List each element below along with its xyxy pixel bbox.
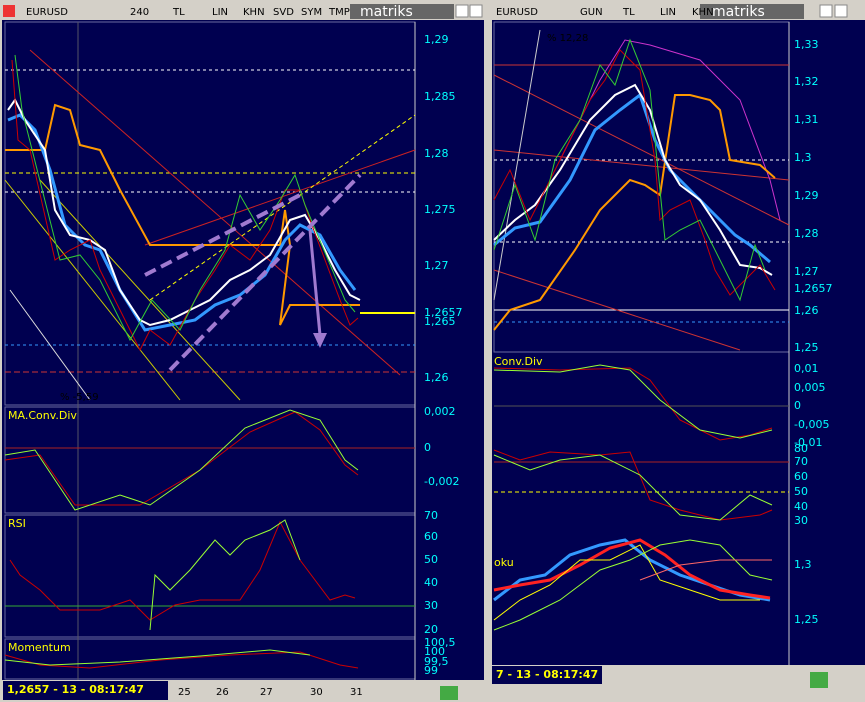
price-axis-label: 1,285 <box>424 90 456 103</box>
momentum-axis-label: 99,5 <box>424 655 449 668</box>
status-box <box>492 666 602 684</box>
price-axis-label: 1,26 <box>794 304 819 317</box>
rsi-axis-label: 40 <box>794 500 808 513</box>
price-axis-label: 1,25 <box>794 341 819 354</box>
date-label: 27 <box>260 687 273 698</box>
toolbar-button: SVD <box>273 7 294 18</box>
macd-axis-label: 0 <box>424 441 431 454</box>
date-label: 31 <box>350 687 363 698</box>
price-axis-label: 1,31 <box>794 113 819 126</box>
rsi-axis-label: 30 <box>424 599 438 612</box>
date-label: 26 <box>216 687 229 698</box>
refresh-button[interactable] <box>810 672 828 688</box>
rsi-axis-label: 20 <box>424 623 438 636</box>
brand: matriks <box>360 4 413 20</box>
right-chart-bg <box>492 20 865 665</box>
macd-axis-label: -0,005 <box>794 418 829 431</box>
close-button[interactable] <box>834 4 848 18</box>
panel-title: oku <box>494 556 514 569</box>
brand-box <box>350 4 454 19</box>
period: 240 <box>130 7 149 18</box>
toolbar-button: KHN <box>692 7 714 18</box>
rsi-axis-label: 70 <box>794 455 808 468</box>
change-label: % 12,28 <box>547 33 588 44</box>
panel-title: RSI <box>8 517 26 530</box>
price-axis-label: 1,29 <box>794 189 819 202</box>
title-bar <box>492 3 865 20</box>
price-axis-label: 1,27 <box>794 265 819 278</box>
toolbar-button: SYM <box>301 7 322 18</box>
price-axis-label: 1,3 <box>794 151 812 164</box>
price-axis-label: 1,27 <box>424 259 449 272</box>
price-axis-label: 1,275 <box>424 203 456 216</box>
price-axis-label: 1,28 <box>794 227 819 240</box>
panel-title: Conv.Div <box>494 355 543 368</box>
date-label: 30 <box>310 687 323 698</box>
left-lines <box>4 49 416 669</box>
toolbar-button: TMP <box>328 7 350 18</box>
price-axis-label: 1,29 <box>424 33 449 46</box>
toolbar-button: TL <box>622 7 635 18</box>
right-lines <box>493 29 790 631</box>
toolbar-button: LIN <box>212 7 228 18</box>
toolbar-button: TL <box>172 7 185 18</box>
price-axis-label: 1,28 <box>424 147 449 160</box>
rsi-axis-label: 40 <box>424 576 438 589</box>
price-axis-label: 1,32 <box>794 75 819 88</box>
panel-title: MA.Conv.Div <box>8 409 77 422</box>
ichimoku-axis-label: 1,3 <box>794 558 812 571</box>
momentum-axis-label: 100 <box>424 645 445 658</box>
price-axis-label: 1,26 <box>424 371 449 384</box>
close-button[interactable] <box>469 4 483 18</box>
status-text: 1,2657 - 13 - 08:17:47 <box>7 683 144 696</box>
rsi-axis-label: 60 <box>424 530 438 543</box>
rsi-axis-label: 50 <box>424 553 438 566</box>
last-price: 1,2657 <box>424 306 463 319</box>
panel-title: Momentum <box>8 641 71 654</box>
window-icon[interactable] <box>3 5 15 17</box>
rsi-axis-label: 70 <box>424 509 438 522</box>
status-box <box>3 681 168 700</box>
macd-axis-label: 0,01 <box>794 362 819 375</box>
date-label: 25 <box>178 687 191 698</box>
left-chart-bg <box>2 20 484 680</box>
last-price: 1,2657 <box>794 282 833 295</box>
toolbar-button: KHN <box>243 7 265 18</box>
macd-axis-label: 0 <box>794 399 801 412</box>
rsi-axis-label: 50 <box>794 485 808 498</box>
price-axis-label: 1,33 <box>794 38 819 51</box>
change-label: % -5,59 <box>60 392 99 403</box>
momentum-axis-label: 100,5 <box>424 636 456 649</box>
ichimoku-axis-label: 1,25 <box>794 613 819 626</box>
brand: matriks <box>712 4 765 20</box>
momentum-axis-label: 99 <box>424 664 438 677</box>
refresh-button[interactable] <box>440 686 458 700</box>
symbol: EURUSD <box>26 7 68 18</box>
period: GUN <box>580 7 603 18</box>
minimize-button[interactable] <box>455 4 469 18</box>
symbol: EURUSD <box>496 7 538 18</box>
price-axis-label: 1,265 <box>424 315 456 328</box>
macd-axis-label: 0,002 <box>424 405 456 418</box>
status-text: 7 - 13 - 08:17:47 <box>496 668 598 681</box>
rsi-axis-label: 60 <box>794 470 808 483</box>
rsi-axis-label: 30 <box>794 514 808 527</box>
macd-axis-label: -0,01 <box>794 436 822 449</box>
rsi-axis-label: 80 <box>794 442 808 455</box>
toolbar-button: LIN <box>660 7 676 18</box>
macd-axis-label: -0,002 <box>424 475 459 488</box>
brand-box <box>700 4 804 19</box>
minimize-button[interactable] <box>819 4 833 18</box>
macd-axis-label: 0,005 <box>794 381 826 394</box>
